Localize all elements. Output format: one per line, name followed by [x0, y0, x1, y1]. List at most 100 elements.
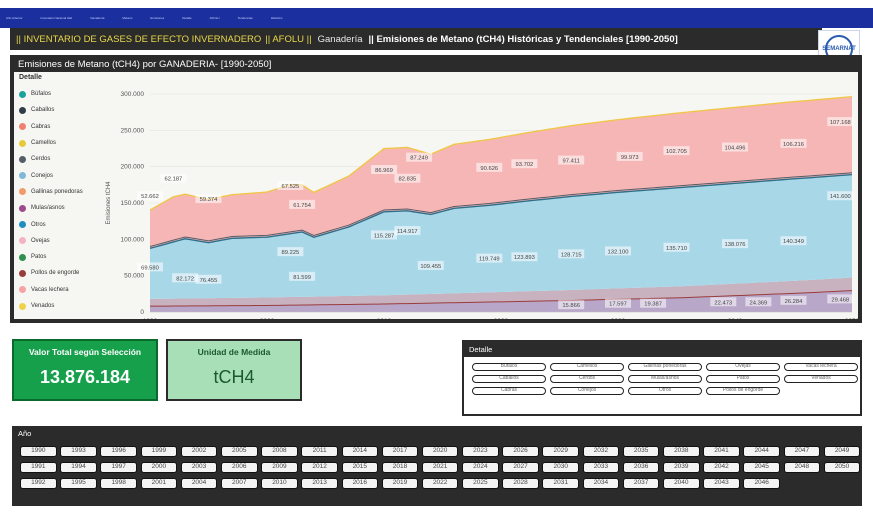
year-option[interactable]: 2008 — [261, 446, 298, 457]
year-option[interactable]: 2010 — [261, 478, 298, 489]
year-option[interactable]: 2028 — [502, 478, 539, 489]
legend-item[interactable]: Gallinas ponedoras — [19, 184, 83, 200]
year-option[interactable]: 2023 — [462, 446, 499, 457]
year-option[interactable]: 1992 — [20, 478, 57, 489]
top-nav-item[interactable]: Metano — [122, 16, 133, 20]
year-option[interactable]: 2037 — [622, 478, 660, 489]
top-nav-item[interactable]: Detalle — [182, 16, 192, 20]
legend-item[interactable]: Cabras — [19, 119, 83, 135]
year-option[interactable]: 1993 — [60, 446, 97, 457]
year-option[interactable]: 2041 — [703, 446, 740, 457]
year-option[interactable]: 2035 — [622, 446, 660, 457]
year-option[interactable]: 1994 — [60, 462, 97, 473]
legend-item[interactable]: Venados — [19, 298, 83, 314]
top-nav-item[interactable]: Año Anterior — [6, 16, 23, 20]
legend-item[interactable]: Ovejas — [19, 233, 83, 249]
legend-item[interactable]: Otros — [19, 216, 83, 232]
year-option[interactable]: 2033 — [582, 462, 620, 473]
year-option[interactable]: 2044 — [743, 446, 780, 457]
legend-item[interactable]: Pollos de engorde — [19, 265, 83, 281]
year-option[interactable]: 2025 — [462, 478, 499, 489]
year-option[interactable]: 2017 — [381, 446, 419, 457]
area-chart[interactable]: 0 50.000 100.000 150.000 200.000 250.000 300.0… — [14, 72, 858, 319]
year-option[interactable]: 2027 — [502, 462, 539, 473]
detalle-option[interactable]: Camellos — [550, 363, 624, 371]
year-option[interactable]: 2012 — [301, 462, 338, 473]
legend-item[interactable]: Conejos — [19, 167, 83, 183]
year-option[interactable]: 2007 — [220, 478, 258, 489]
year-option[interactable]: 1991 — [20, 462, 57, 473]
detalle-option[interactable]: Cerdos — [550, 375, 624, 383]
year-option[interactable]: 2046 — [743, 478, 780, 489]
detalle-option[interactable]: Búfalos — [472, 363, 546, 371]
year-option[interactable]: 2029 — [542, 446, 580, 457]
year-option[interactable]: 2036 — [622, 462, 660, 473]
year-option[interactable]: 1997 — [100, 462, 137, 473]
year-option[interactable]: 2040 — [663, 478, 700, 489]
year-option[interactable]: 2021 — [421, 462, 459, 473]
detalle-option[interactable]: Patos — [706, 375, 780, 383]
top-nav-item[interactable]: Ganadería — [90, 16, 105, 20]
year-option[interactable]: 2022 — [421, 478, 459, 489]
legend-item[interactable]: Cerdos — [19, 151, 83, 167]
top-nav-item[interactable]: Inventario Nacional GEI — [40, 16, 73, 20]
year-option[interactable]: 2015 — [341, 462, 379, 473]
year-option[interactable]: 2020 — [421, 446, 459, 457]
year-option[interactable]: 2048 — [783, 462, 821, 473]
detalle-option[interactable]: Caballos — [472, 375, 546, 383]
year-option[interactable]: 2026 — [502, 446, 539, 457]
legend-item[interactable]: Vacas lechera — [19, 282, 83, 298]
year-option[interactable]: 2034 — [582, 478, 620, 489]
year-option[interactable]: 2031 — [542, 478, 580, 489]
year-option[interactable]: 2005 — [220, 446, 258, 457]
year-option[interactable]: 2043 — [703, 478, 740, 489]
year-option[interactable]: 2045 — [743, 462, 780, 473]
year-option[interactable]: 2050 — [823, 462, 861, 473]
top-nav-item[interactable]: Tendencias — [237, 16, 253, 20]
series-area-otros[interactable] — [150, 174, 852, 299]
year-option[interactable]: 2039 — [663, 462, 700, 473]
legend-item[interactable]: Patos — [19, 249, 83, 265]
year-option[interactable]: 2009 — [261, 462, 298, 473]
year-option[interactable]: 2019 — [381, 478, 419, 489]
top-nav-item[interactable]: AFOLU — [209, 16, 220, 20]
year-option[interactable]: 1998 — [100, 478, 137, 489]
detalle-option[interactable]: Pollos de engorde — [706, 387, 780, 395]
year-option[interactable]: 2018 — [381, 462, 419, 473]
year-option[interactable]: 2042 — [703, 462, 740, 473]
year-option[interactable]: 2016 — [341, 478, 379, 489]
year-option[interactable]: 2006 — [220, 462, 258, 473]
year-option[interactable]: 2003 — [180, 462, 218, 473]
series-area-small[interactable] — [150, 277, 852, 307]
detalle-option[interactable]: Otros — [628, 387, 702, 395]
chart-area[interactable]: Detalle Búfalos Caballos Cabras Camellos Cer… — [14, 72, 858, 319]
detalle-option[interactable]: Mulas/asnos — [628, 375, 702, 383]
year-option[interactable]: 2032 — [582, 446, 620, 457]
year-option[interactable]: 2049 — [823, 446, 861, 457]
legend-item[interactable]: Búfalos — [19, 86, 83, 102]
top-nav-item[interactable]: Histórico — [270, 16, 283, 20]
detalle-option[interactable]: Conejos — [550, 387, 624, 395]
year-option[interactable]: 1996 — [100, 446, 137, 457]
year-option[interactable]: 2004 — [180, 478, 218, 489]
legend-item[interactable]: Camellos — [19, 135, 83, 151]
detalle-option[interactable]: Cabras — [472, 387, 546, 395]
detalle-option[interactable]: Venados — [784, 375, 858, 383]
year-option[interactable]: 2013 — [301, 478, 338, 489]
year-option[interactable]: 2024 — [462, 462, 499, 473]
year-option[interactable]: 2030 — [542, 462, 580, 473]
year-option[interactable]: 1995 — [60, 478, 97, 489]
year-option[interactable]: 2047 — [783, 446, 821, 457]
legend-item[interactable]: Caballos — [19, 102, 83, 118]
year-option[interactable]: 1999 — [140, 446, 178, 457]
detalle-option[interactable]: Vacas lechera — [784, 363, 858, 371]
year-option[interactable]: 2011 — [301, 446, 338, 457]
top-nav-item[interactable]: Emisiones — [150, 16, 165, 20]
year-option[interactable]: 2038 — [663, 446, 700, 457]
series-area-vacas[interactable] — [150, 96, 852, 249]
legend-item[interactable]: Mulas/asnos — [19, 200, 83, 216]
detalle-option[interactable]: Gallinas ponedoras — [628, 363, 702, 371]
series-area-pollos[interactable] — [150, 290, 852, 312]
year-option[interactable]: 2002 — [180, 446, 218, 457]
year-option[interactable]: 2014 — [341, 446, 379, 457]
